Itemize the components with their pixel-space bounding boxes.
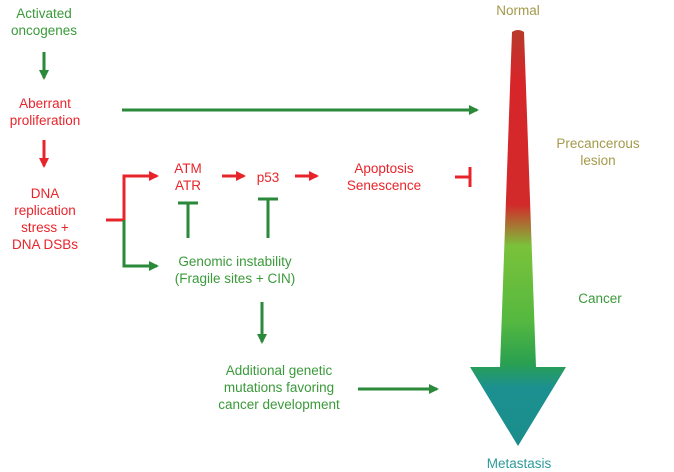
label-p53: p53 — [256, 170, 280, 185]
label-activated-oncogenes: Activated oncogenes — [10, 6, 78, 38]
progression-arrow — [470, 30, 566, 446]
inhibit-apoptosis-to-progression — [455, 167, 472, 187]
label-aberrant-proliferation: Aberrant proliferation — [9, 96, 81, 128]
label-metastasis: Metastasis — [486, 456, 552, 471]
fork-upper-branch — [122, 171, 159, 220]
label-precancerous-lesion: Precancerous lesion — [556, 136, 640, 168]
inhibit-genomic-to-atm — [178, 201, 198, 238]
label-apoptosis-senescence: Apoptosis Senescence — [346, 161, 422, 193]
label-cancer: Cancer — [578, 291, 622, 306]
label-genomic-instability: Genomic instability (Fragile sites + CIN… — [174, 254, 296, 286]
inhibit-genomic-to-p53 — [258, 197, 278, 238]
label-atm-atr: ATM ATR — [174, 161, 202, 193]
label-normal: Normal — [496, 3, 540, 18]
label-dna-stress: DNA replication stress + DNA DSBs — [11, 186, 79, 252]
fork-lower-branch — [122, 220, 159, 271]
label-additional-mutations: Additional genetic mutations favoring ca… — [218, 363, 340, 412]
